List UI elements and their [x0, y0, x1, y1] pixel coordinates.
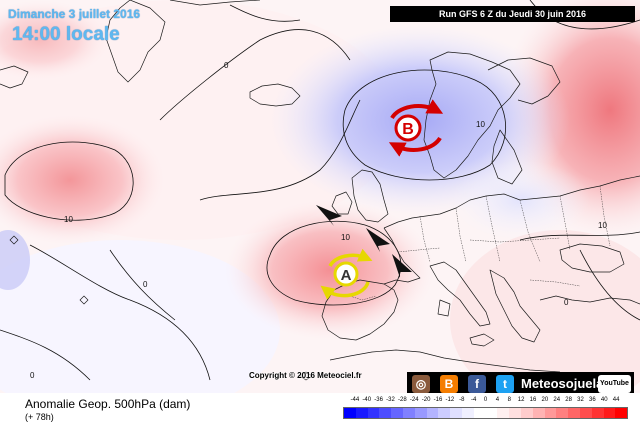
- scale-swatch: [414, 408, 427, 418]
- scale-swatch: [473, 408, 486, 418]
- coastlines: [0, 0, 640, 381]
- scale-swatch: [544, 408, 557, 418]
- scale-tick-label: -40: [362, 397, 372, 403]
- high-pressure-center: A: [320, 248, 373, 300]
- high-pressure-letter: A: [341, 267, 352, 284]
- scale-swatch: [426, 408, 439, 418]
- scale-swatch: [367, 408, 380, 418]
- scale-swatch: [603, 408, 616, 418]
- low-pressure-letter: B: [402, 121, 414, 138]
- scale-swatch: [461, 408, 474, 418]
- youtube-icon[interactable]: YouTube: [598, 375, 631, 393]
- scale-tick-label: -16: [433, 397, 443, 403]
- scale-swatch: [379, 408, 392, 418]
- scale-tick-label: -20: [421, 397, 431, 403]
- scale-tick-label: -4: [470, 397, 477, 403]
- instagram-icon[interactable]: ◎: [412, 375, 430, 393]
- scale-tick-label: 24: [553, 397, 561, 403]
- contour-label: 0: [30, 371, 35, 380]
- forecast-time: 14:00 locale: [12, 24, 120, 45]
- social-bar: ◎ B f t Meteosojuela YouTube: [407, 372, 634, 396]
- scale-tick-label: -24: [409, 397, 419, 403]
- positive-anomaly-northwest: [0, 115, 165, 245]
- positive-anomaly-iberia: [225, 200, 435, 340]
- scale-swatch: [579, 408, 592, 418]
- scale-swatch: [485, 408, 498, 418]
- scale-swatch: [391, 408, 403, 418]
- scale-labels: -44 -40 -36 -32 -28 -24 -20 -16 -12 -8 -4 0 4 8 12 16 20…: [343, 397, 628, 406]
- scale-swatch: [556, 408, 569, 418]
- scale-tick-label: 0: [483, 397, 488, 403]
- low-rotation-arrow: [388, 136, 442, 157]
- contour-label: 10: [598, 221, 607, 230]
- positive-anomaly-northwest-top: [0, 0, 110, 80]
- low-pressure-center: B: [388, 99, 444, 157]
- contour-labels: 10 10 10 10 0 0 0 0: [30, 61, 607, 380]
- model-run-info: Run GFS 6 Z du Jeudi 30 juin 2016: [390, 6, 635, 22]
- high-rotation-arrow: [320, 281, 370, 300]
- flow-arrows: [316, 205, 412, 278]
- scale-tick-label: -36: [374, 397, 383, 403]
- scale-swatch: [509, 408, 521, 418]
- scale-swatch: [497, 408, 510, 418]
- geopotential-contours: [0, 0, 640, 381]
- scale-tick-label: 32: [577, 397, 584, 403]
- scale-swatch: [344, 408, 356, 418]
- color-scale: -44 -40 -36 -32 -28 -24 -20 -16 -12 -8 -4 0 4 8 12 16 20…: [343, 397, 628, 423]
- scale-bar: [343, 407, 628, 419]
- low-rotation-arrow: [390, 99, 444, 120]
- scale-tick-label: 20: [541, 397, 549, 403]
- scale-swatch: [450, 408, 462, 418]
- high-rotation-arrow: [328, 248, 373, 267]
- scale-tick-label: -44: [350, 397, 360, 403]
- scale-tick-label: 4: [495, 397, 500, 403]
- contour-label: 0: [564, 298, 569, 307]
- legend-subtitle: (+ 78h): [25, 412, 54, 422]
- scale-tick-label: 28: [565, 397, 572, 403]
- scale-swatch: [402, 408, 415, 418]
- scale-swatch: [568, 408, 580, 418]
- blogger-icon[interactable]: B: [440, 375, 458, 393]
- country-borders: [349, 185, 611, 301]
- contour-label: 10: [476, 120, 485, 129]
- scale-swatch: [591, 408, 604, 418]
- contour-label: 0: [224, 61, 229, 70]
- scale-tick-label: 36: [589, 397, 596, 403]
- scale-swatch: [520, 408, 533, 418]
- scale-tick-label: 12: [517, 397, 525, 403]
- scale-swatch: [615, 408, 628, 418]
- scale-tick-label: -8: [459, 397, 465, 403]
- scale-tick-label: -32: [386, 397, 395, 403]
- scale-tick-label: -12: [445, 397, 455, 403]
- forecast-date: Dimanche 3 juillet 2016: [8, 7, 141, 21]
- legend-title: Anomalie Geop. 500hPa (dam): [25, 397, 191, 411]
- scale-tick-label: 8: [507, 397, 511, 403]
- twitter-icon[interactable]: t: [496, 375, 514, 393]
- scale-swatch: [355, 408, 368, 418]
- contour-label: 10: [64, 215, 73, 224]
- contour-label: 0: [143, 280, 148, 289]
- brand-name[interactable]: Meteosojuela: [521, 376, 604, 391]
- facebook-icon[interactable]: f: [468, 375, 486, 393]
- contour-label: 10: [341, 233, 350, 242]
- scale-tick-label: -28: [398, 397, 407, 403]
- scale-tick-label: 16: [529, 397, 537, 403]
- scale-swatch: [532, 408, 545, 418]
- scale-tick-label: 40: [600, 397, 608, 403]
- scale-tick-label: 44: [612, 397, 620, 403]
- copyright: Copyright © 2016 Meteociel.fr: [249, 371, 362, 380]
- scale-swatch: [438, 408, 451, 418]
